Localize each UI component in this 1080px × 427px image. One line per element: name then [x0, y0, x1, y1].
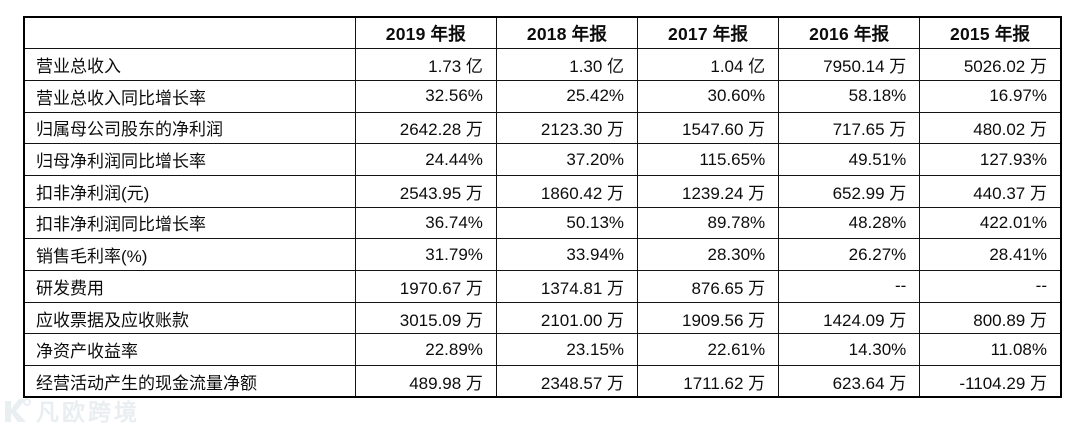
- value-cell: --: [778, 270, 921, 303]
- value-cell: --: [919, 270, 1062, 303]
- value-cell: 3015.09 万: [354, 301, 497, 335]
- header-cell-year: 2017 年报: [637, 16, 780, 50]
- header-row: 2019 年报 2018 年报 2017 年报 2016 年报 2015 年报: [23, 16, 1062, 50]
- value-cell: 50.13%: [495, 206, 639, 240]
- row-label: 营业总收入: [23, 48, 356, 81]
- value-cell: 440.37 万: [919, 174, 1062, 208]
- value-cell: 26.27%: [778, 238, 921, 271]
- value-cell: 2642.28 万: [354, 111, 497, 145]
- table-row: 净资产收益率 22.89% 23.15% 22.61% 14.30% 11.08%: [23, 333, 1062, 367]
- value-cell: 800.89 万: [919, 301, 1062, 335]
- value-cell: 1909.56 万: [637, 301, 780, 335]
- value-cell: 36.74%: [354, 206, 497, 240]
- value-cell: 49.51%: [778, 143, 921, 176]
- value-cell: 32.56%: [354, 79, 497, 113]
- value-cell: 876.65 万: [637, 270, 780, 303]
- value-cell: 2123.30 万: [495, 111, 639, 145]
- table-row: 归母净利润同比增长率 24.44% 37.20% 115.65% 49.51% 127.9…: [23, 143, 1062, 176]
- value-cell: -1104.29 万: [919, 365, 1062, 398]
- row-label: 归母净利润同比增长率: [23, 143, 356, 176]
- table-row: 销售毛利率(%) 31.79% 33.94% 28.30% 26.27% 28.41%: [23, 238, 1062, 271]
- value-cell: 1374.81 万: [495, 270, 639, 303]
- row-label: 研发费用: [23, 270, 356, 303]
- row-label: 扣非净利润同比增长率: [23, 206, 356, 240]
- value-cell: 2348.57 万: [495, 365, 639, 398]
- table-row: 扣非净利润同比增长率 36.74% 50.13% 89.78% 48.28% 422.01…: [23, 206, 1062, 240]
- value-cell: 58.18%: [778, 79, 921, 113]
- value-cell: 1239.24 万: [637, 174, 780, 208]
- row-label: 净资产收益率: [23, 333, 356, 367]
- value-cell: 24.44%: [354, 143, 497, 176]
- value-cell: 14.30%: [778, 333, 921, 367]
- value-cell: 31.79%: [354, 238, 497, 271]
- value-cell: 2101.00 万: [495, 301, 639, 335]
- value-cell: 16.97%: [919, 79, 1062, 113]
- value-cell: 37.20%: [495, 143, 639, 176]
- value-cell: 28.30%: [637, 238, 780, 271]
- row-label: 归属母公司股东的净利润: [23, 111, 356, 145]
- value-cell: 22.61%: [637, 333, 780, 367]
- header-cell-year: 2016 年报: [778, 16, 921, 50]
- table-row: 营业总收入同比增长率 32.56% 25.42% 30.60% 58.18% 16.97%: [23, 79, 1062, 113]
- value-cell: 1.30 亿: [495, 48, 639, 81]
- value-cell: 489.98 万: [354, 365, 497, 398]
- value-cell: 1.73 亿: [354, 48, 497, 81]
- value-cell: 717.65 万: [778, 111, 921, 145]
- value-cell: 480.02 万: [919, 111, 1062, 145]
- value-cell: 1424.09 万: [778, 301, 921, 335]
- value-cell: 23.15%: [495, 333, 639, 367]
- value-cell: 28.41%: [919, 238, 1062, 271]
- value-cell: 48.28%: [778, 206, 921, 240]
- table-row: 应收票据及应收账款 3015.09 万 2101.00 万 1909.56 万 1424…: [23, 301, 1062, 335]
- table-row: 归属母公司股东的净利润 2642.28 万 2123.30 万 1547.60 万 71…: [23, 111, 1062, 145]
- value-cell: 115.65%: [637, 143, 780, 176]
- value-cell: 652.99 万: [778, 174, 921, 208]
- value-cell: 25.42%: [495, 79, 639, 113]
- value-cell: 127.93%: [919, 143, 1062, 176]
- value-cell: 30.60%: [637, 79, 780, 113]
- row-label: 扣非净利润(元): [23, 174, 356, 208]
- row-label: 营业总收入同比增长率: [23, 79, 356, 113]
- financial-metrics-table: 2019 年报 2018 年报 2017 年报 2016 年报 2015 年报 营业总收…: [23, 16, 1062, 399]
- value-cell: 1.04 亿: [637, 48, 780, 81]
- value-cell: 22.89%: [354, 333, 497, 367]
- value-cell: 1860.42 万: [495, 174, 639, 208]
- header-cell-empty: [23, 16, 356, 50]
- row-label: 应收票据及应收账款: [23, 301, 356, 335]
- header-cell-year: 2019 年报: [354, 16, 497, 50]
- header-cell-year: 2018 年报: [495, 16, 639, 50]
- value-cell: 5026.02 万: [919, 48, 1062, 81]
- value-cell: 89.78%: [637, 206, 780, 240]
- value-cell: 1547.60 万: [637, 111, 780, 145]
- value-cell: 1711.62 万: [637, 365, 780, 398]
- value-cell: 422.01%: [919, 206, 1062, 240]
- value-cell: 33.94%: [495, 238, 639, 271]
- watermark-logo-icon: [2, 395, 32, 425]
- row-label: 销售毛利率(%): [23, 238, 356, 271]
- header-cell-year: 2015 年报: [919, 16, 1062, 50]
- row-label: 经营活动产生的现金流量净额: [23, 365, 356, 398]
- value-cell: 623.64 万: [778, 365, 921, 398]
- table-row: 研发费用 1970.67 万 1374.81 万 876.65 万 -- --: [23, 270, 1062, 303]
- table-row: 扣非净利润(元) 2543.95 万 1860.42 万 1239.24 万 652.9…: [23, 174, 1062, 208]
- table-body: 营业总收入 1.73 亿 1.30 亿 1.04 亿 7950.14 万 5026.02 …: [23, 48, 1062, 398]
- value-cell: 2543.95 万: [354, 174, 497, 208]
- value-cell: 7950.14 万: [778, 48, 921, 81]
- value-cell: 1970.67 万: [354, 270, 497, 303]
- value-cell: 11.08%: [919, 333, 1062, 367]
- table-row: 营业总收入 1.73 亿 1.30 亿 1.04 亿 7950.14 万 5026.02 …: [23, 48, 1062, 81]
